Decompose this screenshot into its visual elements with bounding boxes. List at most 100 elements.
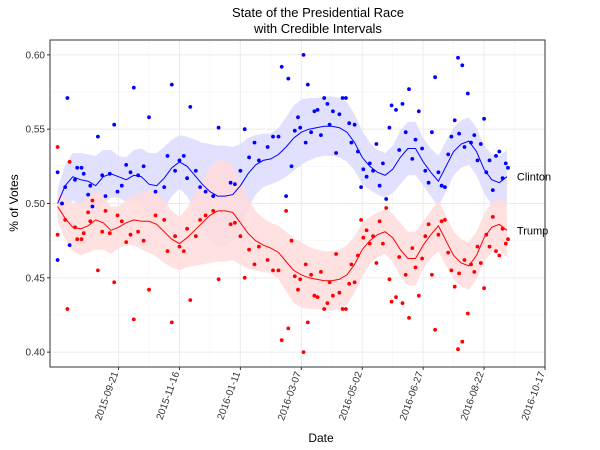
clinton-poll-point [298, 125, 303, 130]
clinton-poll-point [309, 130, 313, 135]
trump-poll-point [63, 218, 68, 222]
clinton-poll-point [443, 185, 447, 190]
clinton-poll-point [193, 168, 198, 173]
trump-poll-point [456, 347, 460, 352]
trump-poll-point [298, 277, 303, 282]
clinton-poll-point [169, 82, 174, 87]
clinton-poll-point [389, 103, 394, 108]
trump-poll-point [86, 210, 90, 215]
trump-poll-point [257, 244, 261, 249]
trump-poll-point [169, 320, 174, 325]
clinton-poll-point [381, 161, 385, 166]
trump-poll-point [181, 249, 186, 254]
clinton-poll-point [296, 115, 300, 120]
trump-poll-point [312, 293, 317, 298]
trump-poll-point [403, 272, 408, 277]
clinton-poll-point [55, 170, 60, 175]
y-tick-label: 0.55 [26, 125, 46, 136]
trump-poll-point [478, 261, 483, 265]
trump-poll-point [420, 256, 424, 261]
trump-poll-point [433, 327, 437, 332]
clinton-poll-point [124, 163, 129, 167]
trump-poll-point [497, 253, 502, 258]
trump-poll-point [327, 280, 332, 285]
trump-poll-point [119, 219, 124, 224]
clinton-poll-point [312, 109, 317, 114]
trump-poll-point [211, 209, 216, 213]
trump-poll-point [265, 258, 270, 262]
clinton-poll-point [147, 115, 151, 120]
trump-poll-point [90, 198, 95, 203]
clinton-poll-point [257, 158, 261, 163]
trump-poll-point [79, 237, 84, 242]
clinton-poll-point [185, 176, 190, 181]
clinton-poll-point [430, 130, 434, 135]
clinton-poll-point [216, 125, 221, 130]
trump-poll-point [81, 231, 86, 236]
trump-poll-point [303, 262, 308, 267]
clinton-poll-point [136, 173, 141, 178]
trump-poll-point [75, 237, 80, 242]
clinton-poll-point [334, 151, 338, 155]
clinton-poll-point [305, 82, 310, 87]
clinton-trend-line [57, 125, 508, 204]
clinton-poll-point [397, 148, 402, 152]
trump-poll-point [490, 215, 495, 219]
trump-poll-point [242, 275, 247, 280]
clinton-poll-point [86, 192, 90, 197]
clinton-poll-point [407, 87, 411, 91]
trump-poll-point [407, 316, 411, 320]
trump-poll-point [107, 231, 112, 236]
clinton-poll-point [128, 170, 133, 175]
clinton-poll-point [377, 183, 382, 188]
trump-poll-point [322, 307, 327, 311]
clinton-poll-point [252, 140, 257, 145]
clinton-poll-point [247, 155, 252, 160]
trump-poll-point [112, 280, 117, 285]
trump-poll-point [462, 258, 467, 262]
trump-poll-point [381, 241, 385, 246]
clinton-poll-point [344, 96, 348, 100]
trump-poll-point [216, 277, 221, 282]
clinton-poll-point [387, 125, 392, 130]
clinton-poll-point [271, 134, 275, 139]
clinton-poll-point [487, 158, 492, 163]
trump-poll-point [309, 272, 313, 277]
clinton-poll-point [497, 149, 502, 154]
trump-poll-point [472, 270, 477, 274]
clinton-poll-point [456, 55, 460, 60]
clinton-poll-point [165, 154, 170, 158]
trump-poll-point [465, 311, 470, 316]
clinton-poll-point [286, 76, 291, 81]
trump-poll-point [356, 253, 360, 258]
trump-poll-point [389, 299, 394, 304]
clinton-poll-point [198, 185, 203, 190]
trump-poll-point [340, 307, 345, 311]
trump-poll-point [296, 287, 300, 292]
clinton-poll-point [349, 140, 354, 145]
trump-poll-point [103, 209, 108, 213]
clinton-poll-point [462, 145, 467, 149]
clinton-poll-point [503, 161, 508, 166]
trump-poll-point [374, 261, 379, 265]
credible-interval-bands [57, 96, 507, 311]
clinton-poll-point [364, 174, 369, 179]
clinton-poll-point [478, 142, 483, 146]
clinton-poll-point [276, 134, 281, 139]
clinton-poll-point [181, 154, 186, 158]
clinton-poll-point [416, 109, 421, 114]
clinton-poll-point [55, 258, 60, 262]
clinton-series-label: Clinton [517, 172, 551, 184]
clinton-poll-point [446, 152, 451, 157]
clinton-poll-point [460, 63, 465, 68]
clinton-poll-point [203, 189, 208, 194]
clinton-poll-point [107, 171, 112, 176]
y-tick-label: 0.60 [26, 50, 46, 61]
trump-poll-point [73, 225, 77, 230]
trump-poll-point [55, 145, 60, 149]
clinton-poll-point [423, 168, 428, 173]
clinton-poll-point [60, 201, 64, 206]
trump-poll-point [334, 252, 338, 256]
trump-poll-point [494, 249, 498, 254]
chart-title-line-2: with Credible Intervals [253, 21, 382, 36]
